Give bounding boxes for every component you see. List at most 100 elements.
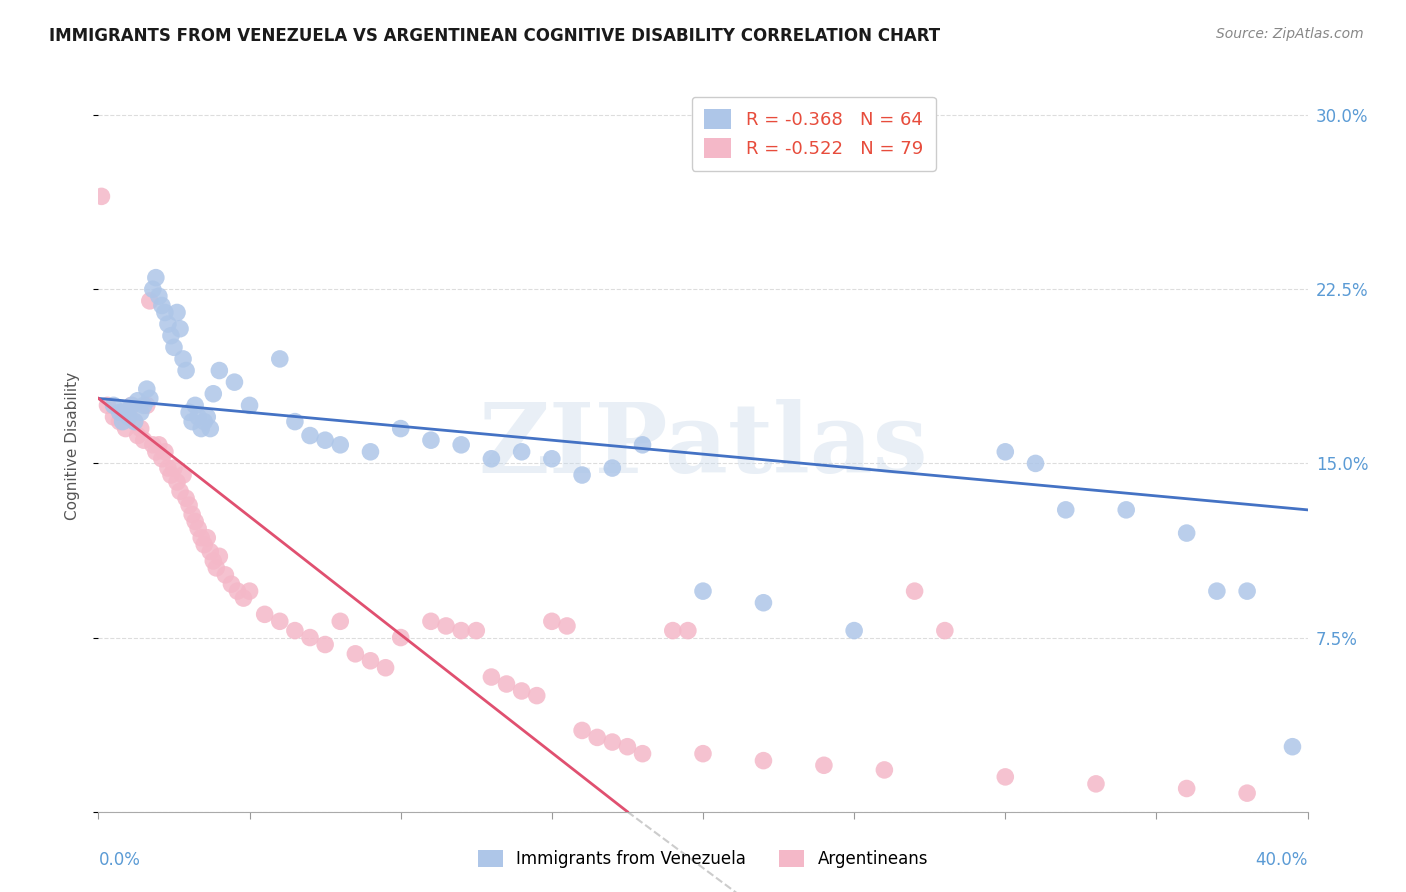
Point xyxy=(200,544,222,558)
Point xyxy=(571,723,593,738)
Point xyxy=(1206,584,1229,599)
Point xyxy=(124,415,146,429)
Point xyxy=(269,351,291,366)
Point xyxy=(166,305,188,319)
Point xyxy=(904,584,927,599)
Point xyxy=(156,461,179,475)
Point xyxy=(555,619,578,633)
Text: ZIPatlas: ZIPatlas xyxy=(478,399,928,493)
Point xyxy=(1024,457,1046,471)
Point xyxy=(108,405,131,419)
Point xyxy=(329,615,352,629)
Point xyxy=(526,689,548,703)
Point xyxy=(284,624,307,638)
Point xyxy=(103,398,125,412)
Point xyxy=(994,770,1017,784)
Point xyxy=(169,322,191,336)
Point xyxy=(239,584,262,599)
Point xyxy=(752,596,775,610)
Point xyxy=(145,270,167,285)
Point xyxy=(284,415,307,429)
Point xyxy=(571,468,593,483)
Point xyxy=(1281,739,1303,754)
Point xyxy=(676,624,699,638)
Point xyxy=(510,445,533,459)
Point xyxy=(148,438,170,452)
Point xyxy=(132,433,155,447)
Point xyxy=(139,293,162,308)
Point xyxy=(153,305,176,319)
Point xyxy=(200,421,222,435)
Point xyxy=(174,363,197,377)
Point xyxy=(181,508,204,522)
Point xyxy=(142,438,165,452)
Point xyxy=(190,421,212,435)
Point xyxy=(184,398,207,412)
Point xyxy=(121,398,143,412)
Point xyxy=(202,386,225,401)
Point xyxy=(752,754,775,768)
Point xyxy=(193,415,215,429)
Point xyxy=(813,758,835,772)
Point xyxy=(150,299,173,313)
Point xyxy=(344,647,367,661)
Point xyxy=(631,438,654,452)
Point xyxy=(193,538,215,552)
Point xyxy=(299,428,322,442)
Point xyxy=(450,624,472,638)
Point xyxy=(181,415,204,429)
Point xyxy=(481,451,503,466)
Point xyxy=(145,445,167,459)
Point xyxy=(314,638,336,652)
Point xyxy=(195,531,218,545)
Point xyxy=(114,421,136,435)
Point xyxy=(481,670,503,684)
Point xyxy=(124,415,146,429)
Point xyxy=(214,567,236,582)
Point xyxy=(118,409,141,424)
Point xyxy=(226,584,249,599)
Text: 0.0%: 0.0% xyxy=(98,851,141,869)
Point xyxy=(172,351,194,366)
Point xyxy=(450,438,472,452)
Point xyxy=(108,415,131,429)
Point xyxy=(1054,503,1077,517)
Text: IMMIGRANTS FROM VENEZUELA VS ARGENTINEAN COGNITIVE DISABILITY CORRELATION CHART: IMMIGRANTS FROM VENEZUELA VS ARGENTINEAN… xyxy=(49,27,941,45)
Point xyxy=(150,451,173,466)
Point xyxy=(844,624,866,638)
Text: 40.0%: 40.0% xyxy=(1256,851,1308,869)
Point xyxy=(118,405,141,419)
Point xyxy=(1115,503,1137,517)
Point xyxy=(160,328,183,343)
Point xyxy=(602,461,624,475)
Point xyxy=(174,491,197,506)
Point xyxy=(135,382,157,396)
Y-axis label: Cognitive Disability: Cognitive Disability xyxy=(65,372,80,520)
Point xyxy=(1175,781,1198,796)
Point xyxy=(1085,777,1108,791)
Point xyxy=(172,468,194,483)
Point xyxy=(329,438,352,452)
Point xyxy=(232,591,254,606)
Point xyxy=(389,421,412,435)
Point xyxy=(239,398,262,412)
Point xyxy=(495,677,517,691)
Point xyxy=(420,433,443,447)
Point xyxy=(692,747,714,761)
Point xyxy=(202,554,225,568)
Point xyxy=(1236,786,1258,800)
Point xyxy=(179,405,201,419)
Point xyxy=(205,561,228,575)
Point xyxy=(90,189,112,203)
Point xyxy=(163,461,186,475)
Point xyxy=(103,409,125,424)
Point xyxy=(114,403,136,417)
Point xyxy=(132,398,155,412)
Point xyxy=(465,624,488,638)
Legend: Immigrants from Venezuela, Argentineans: Immigrants from Venezuela, Argentineans xyxy=(471,843,935,875)
Point xyxy=(631,747,654,761)
Point xyxy=(540,451,562,466)
Point xyxy=(434,619,457,633)
Point xyxy=(540,615,562,629)
Point xyxy=(187,409,209,424)
